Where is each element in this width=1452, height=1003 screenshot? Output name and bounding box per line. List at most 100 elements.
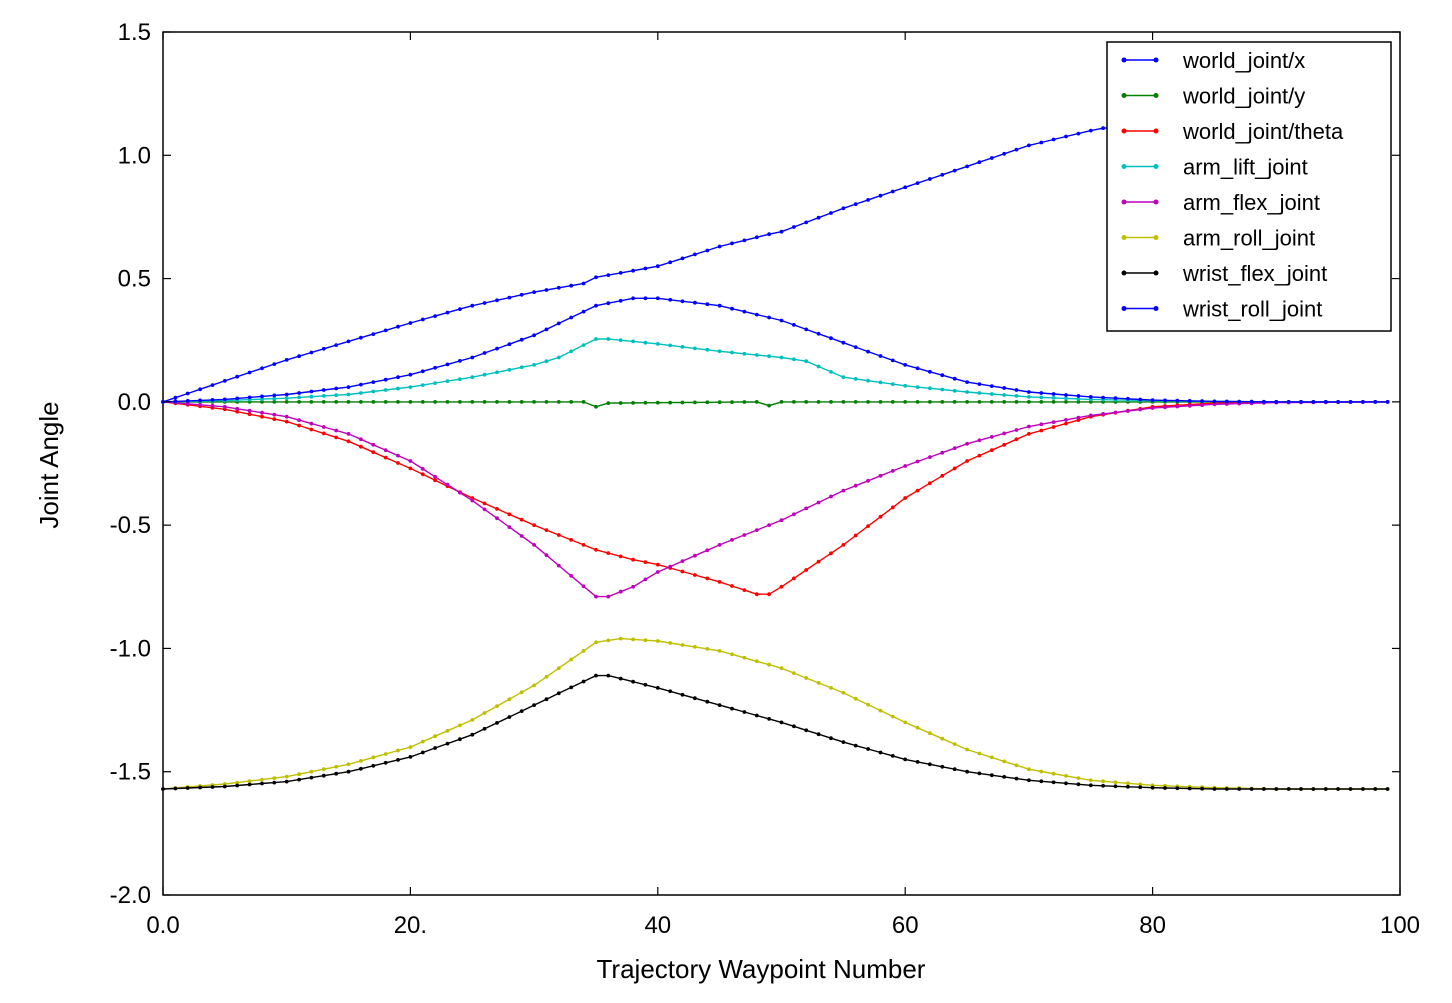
data-point (1002, 431, 1007, 436)
data-point (730, 306, 734, 311)
legend-swatch-marker (1153, 128, 1159, 134)
data-point (470, 718, 475, 722)
data-point (532, 363, 536, 367)
data-point (470, 498, 475, 503)
data-point (495, 370, 499, 375)
data-point (284, 358, 289, 362)
series-wrist-flex-joint (161, 673, 1390, 791)
data-point (272, 776, 277, 780)
data-point (1027, 390, 1031, 394)
data-point (866, 349, 870, 354)
data-point (754, 400, 759, 404)
data-point (247, 370, 252, 375)
data-point (1126, 784, 1130, 789)
data-point (495, 298, 499, 303)
data-point (1286, 400, 1291, 404)
data-point (989, 448, 994, 453)
data-point (544, 327, 549, 332)
data-point (977, 438, 982, 443)
data-point (396, 453, 400, 458)
data-point (284, 774, 289, 779)
data-point (321, 767, 326, 772)
data-point (804, 400, 809, 404)
data-point (730, 652, 734, 657)
x-tick-label: 80 (1139, 912, 1166, 939)
data-point (742, 400, 747, 404)
data-point (1187, 786, 1192, 791)
data-point (297, 395, 301, 400)
data-point (581, 649, 586, 653)
data-point (829, 370, 833, 374)
data-point (569, 283, 574, 288)
data-point (495, 346, 499, 351)
data-point (173, 786, 178, 791)
data-point (198, 387, 203, 392)
data-point (940, 400, 945, 404)
data-point (767, 592, 771, 597)
data-point (965, 459, 969, 463)
data-point (1237, 787, 1242, 791)
data-point (346, 385, 351, 389)
data-point (1249, 787, 1254, 791)
data-point (618, 271, 623, 275)
data-point (1027, 778, 1031, 783)
data-point (680, 256, 685, 261)
data-point (989, 435, 994, 439)
data-point (631, 557, 635, 562)
data-point (1336, 787, 1340, 791)
data-point (594, 404, 598, 409)
data-point (717, 649, 722, 653)
data-point (1051, 420, 1056, 424)
data-point (952, 168, 957, 173)
data-point (928, 177, 932, 181)
data-point (804, 676, 809, 680)
data-point (321, 388, 326, 392)
data-point (433, 478, 437, 483)
data-point (1299, 787, 1303, 791)
data-point (730, 538, 734, 542)
data-point (1150, 398, 1155, 402)
data-point (532, 683, 536, 688)
data-point (693, 400, 697, 405)
legend-swatch-marker (1121, 164, 1127, 169)
data-point (940, 172, 945, 177)
data-point (693, 645, 697, 649)
data-point (680, 559, 685, 563)
data-point (222, 784, 227, 789)
data-point (1187, 403, 1192, 408)
data-point (1014, 388, 1019, 392)
data-point (581, 543, 586, 547)
data-point (767, 662, 771, 667)
data-point (1039, 428, 1044, 433)
data-point (643, 266, 648, 271)
data-point (420, 472, 425, 477)
data-point (903, 185, 908, 190)
legend: world_joint/x world_joint/y world_joint/th… (1106, 41, 1392, 332)
data-point (742, 309, 747, 314)
data-point (482, 400, 487, 404)
data-point (816, 732, 821, 737)
data-point (940, 764, 945, 769)
data-point (890, 469, 895, 473)
data-point (1126, 781, 1130, 786)
data-point (346, 769, 351, 774)
data-point (1274, 787, 1279, 791)
data-point (383, 760, 388, 765)
data-point (1224, 787, 1229, 791)
data-point (915, 459, 920, 464)
data-point (1101, 412, 1105, 416)
data-point (1299, 400, 1303, 404)
data-point (420, 400, 425, 404)
data-point (173, 399, 178, 404)
data-point (705, 647, 710, 651)
data-point (260, 414, 264, 419)
data-point (470, 355, 475, 360)
y-tick-label: -2.0 (110, 882, 151, 909)
data-point (247, 779, 252, 783)
data-point (779, 229, 784, 234)
data-point (556, 563, 561, 568)
data-point (297, 391, 301, 395)
data-point (321, 431, 326, 436)
data-point (606, 551, 611, 555)
data-point (433, 314, 437, 318)
